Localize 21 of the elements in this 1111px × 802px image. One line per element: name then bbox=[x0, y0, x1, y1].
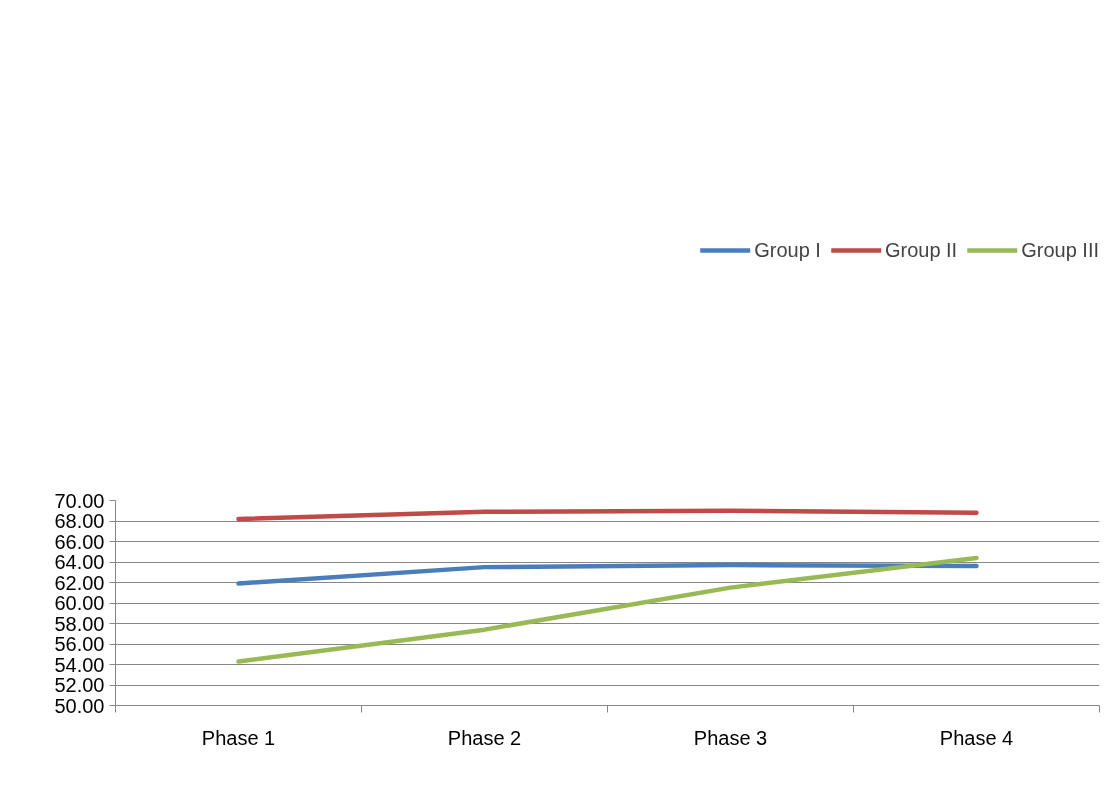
line-series bbox=[236, 562, 979, 586]
y-tick-label: 56.00 bbox=[54, 633, 105, 655]
y-tick-label: 58.00 bbox=[54, 612, 105, 635]
x-tick-label: Phase 1 bbox=[201, 726, 276, 749]
y-tick-label: 66.00 bbox=[54, 530, 105, 553]
y-tick-label: 50.00 bbox=[54, 694, 105, 717]
legend-label: Group III bbox=[1021, 238, 1099, 262]
y-tick-label: 54.00 bbox=[54, 653, 105, 676]
line-series bbox=[236, 508, 979, 522]
y-tick-label: 52.00 bbox=[54, 674, 105, 696]
x-tick-label: Phase 2 bbox=[447, 726, 522, 749]
y-tick-label: 62.00 bbox=[54, 571, 105, 594]
y-tick-label: 70.00 bbox=[54, 489, 105, 512]
y-tick-label: 64.00 bbox=[54, 551, 105, 573]
x-tick-label: Phase 4 bbox=[939, 726, 1014, 749]
x-tick-label: Phase 3 bbox=[693, 726, 768, 749]
line-series bbox=[236, 555, 979, 664]
legend-label: Group I bbox=[754, 238, 821, 262]
y-tick-label: 68.00 bbox=[54, 510, 105, 532]
y-tick-label: 60.00 bbox=[54, 592, 105, 614]
legend-label: Group II bbox=[884, 238, 958, 262]
